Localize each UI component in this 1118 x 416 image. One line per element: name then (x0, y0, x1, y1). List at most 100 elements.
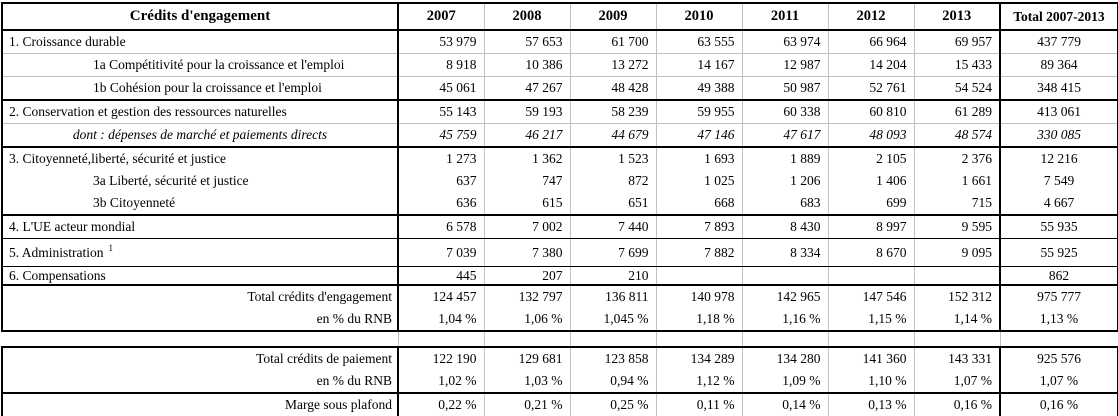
value-cell: 0,14 % (742, 393, 829, 416)
row-total-cell: 1,13 % (1000, 308, 1118, 332)
value-cell: 60 810 (828, 100, 915, 124)
table-row: 3a Liberté, sécurité et justice 637 747 … (1, 170, 1118, 192)
row-total-cell: 437 779 (1000, 30, 1118, 54)
row-total-cell: 330 085 (1000, 123, 1118, 148)
row-label: en % du RNB (1, 308, 399, 332)
value-cell: 8 918 (398, 53, 485, 77)
table-row: 1b Cohésion pour la croissance et l'empl… (1, 76, 1118, 101)
value-cell: 7 893 (656, 215, 743, 239)
row-label: 3b Citoyenneté (1, 192, 399, 216)
value-cell: 63 555 (656, 30, 743, 54)
value-cell (914, 266, 1001, 286)
value-cell: 683 (742, 192, 829, 216)
value-cell (828, 266, 915, 286)
value-cell: 9 095 (914, 238, 1001, 267)
row-label: Marge sous plafond (1, 393, 399, 416)
value-cell: 58 239 (570, 100, 657, 124)
table-row: 3. Citoyenneté,liberté, sécurité et just… (1, 147, 1118, 170)
spacer-cell (1000, 331, 1118, 347)
table-row-marge: Marge sous plafond 0,22 % 0,21 % 0,25 % … (1, 393, 1118, 416)
value-cell: 69 957 (914, 30, 1001, 54)
value-cell: 1 406 (828, 170, 915, 192)
value-cell: 0,21 % (484, 393, 571, 416)
value-cell: 60 338 (742, 100, 829, 124)
row-label: 3a Liberté, sécurité et justice (1, 170, 399, 192)
value-cell: 48 093 (828, 123, 915, 148)
value-cell: 1 661 (914, 170, 1001, 192)
spacer-cell (656, 331, 743, 347)
value-cell: 8 430 (742, 215, 829, 239)
value-cell: 44 679 (570, 123, 657, 148)
value-cell: 47 146 (656, 123, 743, 148)
row-total-cell: 7 549 (1000, 170, 1118, 192)
value-cell: 1 889 (742, 147, 829, 170)
table-row: 1a Compétitivité pour la croissance et l… (1, 53, 1118, 77)
value-cell: 15 433 (914, 53, 1001, 77)
value-cell: 699 (828, 192, 915, 216)
value-cell: 1,07 % (914, 370, 1001, 394)
value-cell: 2 105 (828, 147, 915, 170)
row-total-cell: 413 061 (1000, 100, 1118, 124)
value-cell: 59 955 (656, 100, 743, 124)
value-cell: 46 217 (484, 123, 571, 148)
value-cell: 1,16 % (742, 308, 829, 332)
value-cell: 2 376 (914, 147, 1001, 170)
row-label: 4. L'UE acteur mondial (1, 215, 399, 239)
header-row: Crédits d'engagement 2007 2008 2009 2010… (1, 2, 1118, 31)
value-cell: 61 700 (570, 30, 657, 54)
spacer-cell (570, 331, 657, 347)
value-cell: 0,16 % (914, 393, 1001, 416)
value-cell: 12 987 (742, 53, 829, 77)
value-cell: 50 987 (742, 76, 829, 101)
row-label: 1. Croissance durable (1, 30, 399, 54)
header-year: 2013 (914, 2, 1001, 31)
value-cell: 1 693 (656, 147, 743, 170)
value-cell: 0,25 % (570, 393, 657, 416)
value-cell: 1,18 % (656, 308, 743, 332)
header-year: 2008 (484, 2, 571, 31)
row-label: en % du RNB (1, 370, 399, 394)
value-cell: 129 681 (484, 346, 571, 370)
header-year: 2009 (570, 2, 657, 31)
value-cell: 1,14 % (914, 308, 1001, 332)
table-row-pct-rnb: en % du RNB 1,04 % 1,06 % 1,045 % 1,18 %… (1, 308, 1118, 332)
value-cell: 1,045 % (570, 308, 657, 332)
value-cell: 152 312 (914, 285, 1001, 308)
value-cell: 207 (484, 266, 571, 286)
value-cell: 668 (656, 192, 743, 216)
value-cell: 61 289 (914, 100, 1001, 124)
value-cell: 445 (398, 266, 485, 286)
row-label: 3. Citoyenneté,liberté, sécurité et just… (1, 147, 399, 170)
value-cell: 59 193 (484, 100, 571, 124)
row-label: Total crédits d'engagement (1, 285, 399, 308)
value-cell: 1 206 (742, 170, 829, 192)
value-cell: 615 (484, 192, 571, 216)
value-cell: 123 858 (570, 346, 657, 370)
header-credits-label: Crédits d'engagement (1, 2, 399, 31)
row-label: 1b Cohésion pour la croissance et l'empl… (1, 76, 399, 101)
header-total: Total 2007-2013 (1000, 2, 1118, 31)
value-cell: 66 964 (828, 30, 915, 54)
value-cell: 7 039 (398, 238, 485, 267)
value-cell: 1 025 (656, 170, 743, 192)
value-cell: 132 797 (484, 285, 571, 308)
value-cell: 48 574 (914, 123, 1001, 148)
row-label: 1a Compétitivité pour la croissance et l… (1, 53, 399, 77)
table-row: 6. Compensations 445 207 210 862 (1, 266, 1118, 286)
value-cell: 52 761 (828, 76, 915, 101)
row-label: 5. Administration 1 (1, 238, 399, 267)
value-cell: 872 (570, 170, 657, 192)
value-cell: 1 273 (398, 147, 485, 170)
value-cell: 637 (398, 170, 485, 192)
spacer-cell (828, 331, 915, 347)
value-cell: 8 997 (828, 215, 915, 239)
row-total-cell: 89 364 (1000, 53, 1118, 77)
value-cell: 0,94 % (570, 370, 657, 394)
value-cell: 10 386 (484, 53, 571, 77)
value-cell: 1,03 % (484, 370, 571, 394)
table-row-pct-rnb: en % du RNB 1,02 % 1,03 % 0,94 % 1,12 % … (1, 370, 1118, 394)
value-cell: 147 546 (828, 285, 915, 308)
table-row-total-engagement: Total crédits d'engagement 124 457 132 7… (1, 285, 1118, 308)
